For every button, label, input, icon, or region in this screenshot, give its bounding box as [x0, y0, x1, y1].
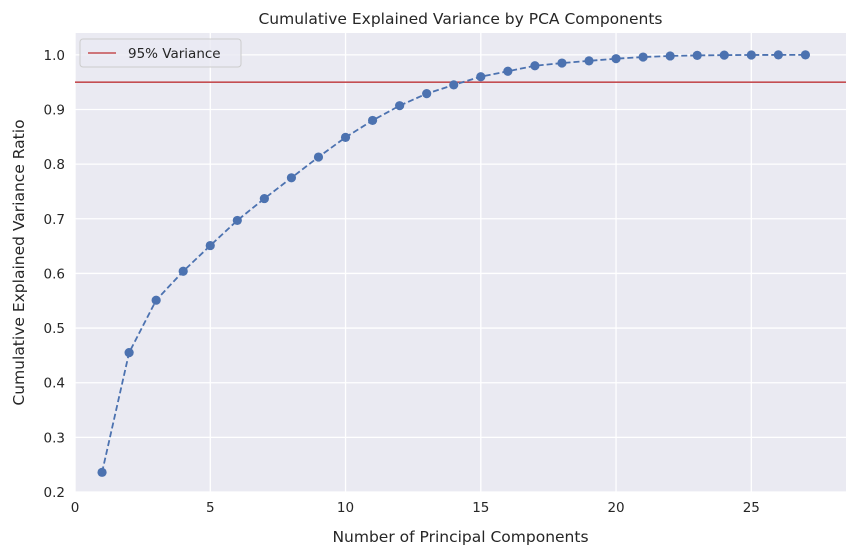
- data-point: [611, 54, 621, 64]
- chart-title: Cumulative Explained Variance by PCA Com…: [258, 10, 662, 28]
- data-point: [503, 66, 513, 76]
- x-tick-label: 20: [607, 500, 624, 516]
- data-point: [449, 80, 459, 90]
- data-point: [205, 240, 215, 251]
- data-point: [340, 132, 351, 142]
- x-tick-label: 15: [472, 500, 489, 516]
- x-tick-label: 0: [71, 500, 80, 516]
- data-point: [259, 193, 269, 204]
- data-point: [638, 52, 648, 62]
- data-point: [692, 50, 702, 61]
- data-point: [395, 101, 405, 111]
- data-point: [422, 89, 432, 99]
- data-point: [746, 50, 756, 60]
- data-point: [665, 51, 675, 61]
- y-tick-label: 0.4: [44, 376, 65, 392]
- data-point: [97, 467, 107, 477]
- legend-label: 95% Variance: [128, 46, 221, 62]
- y-axis-label: Cumulative Explained Variance Ratio: [10, 119, 28, 405]
- data-point: [286, 173, 297, 183]
- data-point: [232, 215, 242, 226]
- y-tick-label: 0.7: [44, 212, 65, 228]
- data-point: [557, 58, 567, 68]
- x-axis-label: Number of Principal Components: [332, 528, 588, 546]
- data-point: [124, 348, 134, 358]
- y-tick-label: 1.0: [44, 48, 65, 64]
- legend: 95% Variance: [79, 38, 242, 68]
- y-tick-label: 0.6: [44, 266, 65, 282]
- data-point: [800, 50, 811, 60]
- y-tick-label: 0.2: [44, 485, 65, 501]
- plot-area: [75, 33, 846, 492]
- data-point: [151, 295, 161, 305]
- tick-labels: 0 5 10 15 20 25 0.2 0.3 0.4 0.5 0.6 0.7 0.8 0.9 1.0: [44, 48, 760, 516]
- data-point: [584, 56, 594, 66]
- data-point: [476, 72, 486, 82]
- y-tick-label: 0.9: [44, 103, 65, 119]
- x-tick-label: 5: [206, 500, 215, 516]
- x-tick-label: 25: [743, 500, 760, 516]
- data-point: [773, 50, 783, 60]
- data-point: [719, 50, 729, 60]
- data-point: [530, 61, 540, 71]
- data-point: [367, 115, 378, 126]
- x-tick-label: 10: [337, 500, 354, 516]
- data-point: [178, 266, 188, 276]
- legend-box: [79, 38, 242, 68]
- y-tick-label: 0.3: [44, 430, 65, 446]
- grid-lines: [74, 33, 846, 493]
- series-group: [97, 50, 811, 477]
- y-tick-label: 0.8: [44, 157, 65, 173]
- y-tick-label: 0.5: [44, 321, 65, 337]
- data-point: [313, 152, 324, 162]
